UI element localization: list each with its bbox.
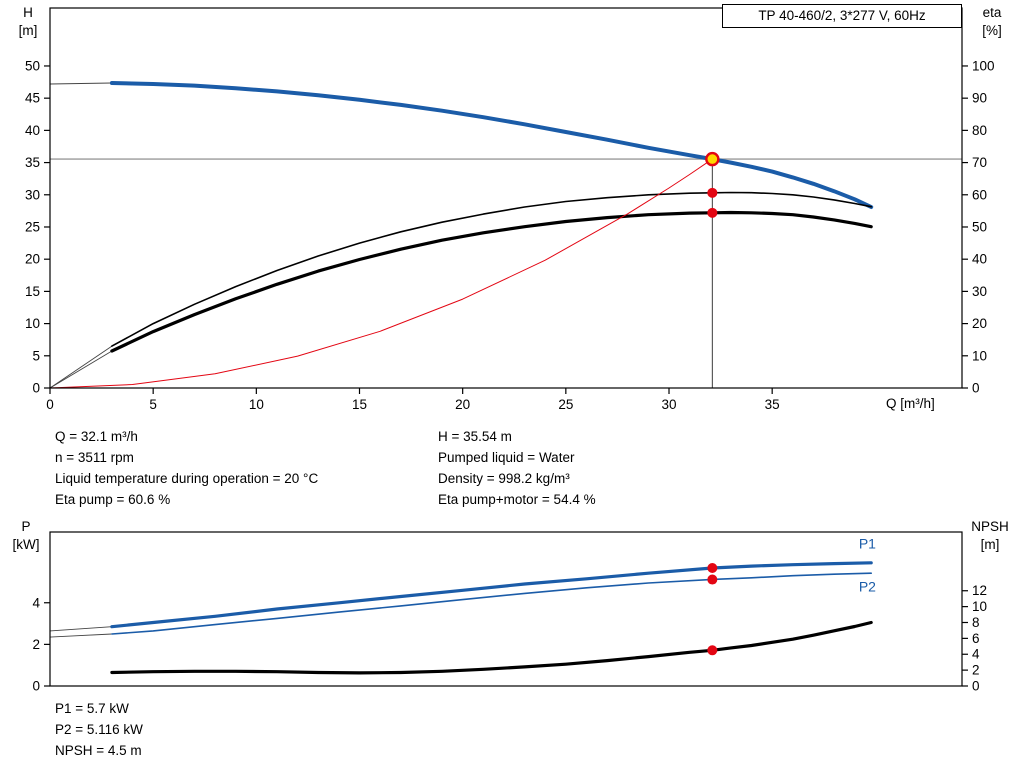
y-left-tick-label: 2 — [32, 637, 40, 652]
y-left-tick-label: 20 — [25, 252, 40, 267]
h-axis-label: H [m] — [6, 4, 50, 40]
qh-eta-chart-frame — [49, 7, 963, 389]
eta-pump-motor-text: Eta pump+motor = 54.4 % — [438, 492, 596, 507]
x-tick-label: 5 — [149, 397, 157, 412]
pumped-liquid-text: Pumped liquid = Water — [438, 450, 575, 465]
y-right-tick-label: 50 — [972, 219, 987, 234]
y-right-tick-label: 4 — [972, 647, 980, 662]
p1-curve — [110, 561, 873, 629]
operating-point-annotations-right: H = 35.54 m Pumped liquid = Water Densit… — [438, 426, 596, 510]
qh-curve-extension — [49, 82, 113, 85]
eta-pump-motor-curve — [110, 210, 873, 353]
y-right-tick-label: 30 — [972, 284, 987, 299]
eta-axis-label-line1: eta — [982, 5, 1002, 20]
y-right-tick-label: 100 — [972, 58, 995, 73]
y-right-tick-label: 10 — [972, 599, 987, 614]
x-tick-label: 35 — [765, 397, 780, 412]
y-right-tick-label: 80 — [972, 123, 987, 138]
p1-extension — [49, 626, 113, 632]
y-right-tick-label: 90 — [972, 91, 987, 106]
y-left-tick-label: 50 — [25, 58, 40, 73]
pump-title-box: TP 40-460/2, 3*277 V, 60Hz — [722, 4, 962, 28]
p1-curve-label: P1 — [859, 536, 876, 552]
y-right-tick-label: 0 — [972, 381, 980, 396]
q-axis-caption: Q [m³/h] — [886, 396, 935, 411]
p-axis-label: P [kW] — [4, 518, 48, 554]
y-right-tick-label: 40 — [972, 252, 987, 267]
y-left-tick-label: 10 — [25, 316, 40, 331]
duty-flow-text: Q = 32.1 m³/h — [55, 429, 138, 444]
y-left-tick-label: 0 — [32, 381, 40, 396]
eta-pump-motor-extension — [49, 350, 113, 389]
y-right-tick-label: 0 — [972, 679, 980, 694]
h-axis-label-line1: H — [23, 5, 33, 20]
x-tick-label: 0 — [46, 397, 54, 412]
npsh-axis-label: NPSH [m] — [960, 518, 1020, 554]
y-left-tick-label: 4 — [32, 595, 40, 610]
power-npsh-annotations: P1 = 5.7 kW P2 = 5.116 kW NPSH = 4.5 m — [55, 698, 143, 761]
eta-pump-text: Eta pump = 60.6 % — [55, 492, 171, 507]
npsh-axis-label-line1: NPSH — [971, 519, 1009, 534]
p2-marker — [707, 574, 718, 585]
npsh-text: NPSH = 4.5 m — [55, 743, 142, 758]
x-tick-label: 10 — [249, 397, 264, 412]
qh-curve — [109, 81, 874, 209]
y-left-tick-label: 35 — [25, 155, 40, 170]
p2-extension — [49, 633, 113, 638]
y-left-tick-label: 25 — [25, 219, 40, 234]
p-axis-label-line2: [kW] — [12, 537, 40, 552]
p1-text: P1 = 5.7 kW — [55, 701, 129, 716]
y-left-tick-label: 15 — [25, 284, 40, 299]
y-right-tick-label: 2 — [972, 663, 980, 678]
liquid-temperature-text: Liquid temperature during operation = 20… — [55, 471, 319, 486]
eta-axis-label: eta [%] — [966, 4, 1018, 40]
eta-pump-extension — [49, 345, 113, 389]
y-right-tick-label: 10 — [972, 348, 987, 363]
eta-pump-marker — [707, 187, 718, 198]
eta-pump-curve — [111, 191, 872, 347]
affinity-parabola — [49, 158, 713, 389]
x-tick-label: 25 — [558, 397, 573, 412]
y-right-tick-label: 8 — [972, 615, 980, 630]
eta-axis-label-line2: [%] — [982, 23, 1002, 38]
npsh-axis-label-line2: [m] — [980, 537, 1000, 552]
y-right-tick-label: 12 — [972, 583, 987, 598]
p2-curve-label: P2 — [859, 578, 876, 594]
x-tick-label: 30 — [661, 397, 676, 412]
operating-point-annotations-left: Q = 32.1 m³/h n = 3511 rpm Liquid temper… — [55, 426, 318, 510]
x-tick-label: 20 — [455, 397, 470, 412]
p2-curve — [111, 572, 872, 635]
head-text: H = 35.54 m — [438, 429, 512, 444]
y-left-tick-label: 0 — [32, 679, 40, 694]
y-right-tick-label: 70 — [972, 155, 987, 170]
x-tick-label: 15 — [352, 397, 367, 412]
y-right-tick-label: 20 — [972, 316, 987, 331]
npsh-curve — [110, 620, 873, 675]
y-right-tick-label: 6 — [972, 631, 980, 646]
density-text: Density = 998.2 kg/m³ — [438, 471, 570, 486]
duty-point-marker — [705, 151, 720, 167]
p1-marker — [707, 563, 718, 574]
y-left-tick-label: 45 — [25, 91, 40, 106]
y-left-tick-label: 40 — [25, 123, 40, 138]
p2-text: P2 = 5.116 kW — [55, 722, 143, 737]
power-npsh-chart-frame — [49, 531, 963, 687]
h-axis-label-line2: [m] — [18, 23, 38, 38]
eta-pump-motor-marker — [707, 207, 718, 218]
speed-text: n = 3511 rpm — [55, 450, 134, 465]
y-left-tick-label: 30 — [25, 187, 40, 202]
y-right-tick-label: 60 — [972, 187, 987, 202]
npsh-marker — [707, 645, 718, 656]
p-axis-label-line1: P — [21, 519, 31, 534]
y-left-tick-label: 5 — [32, 348, 40, 363]
